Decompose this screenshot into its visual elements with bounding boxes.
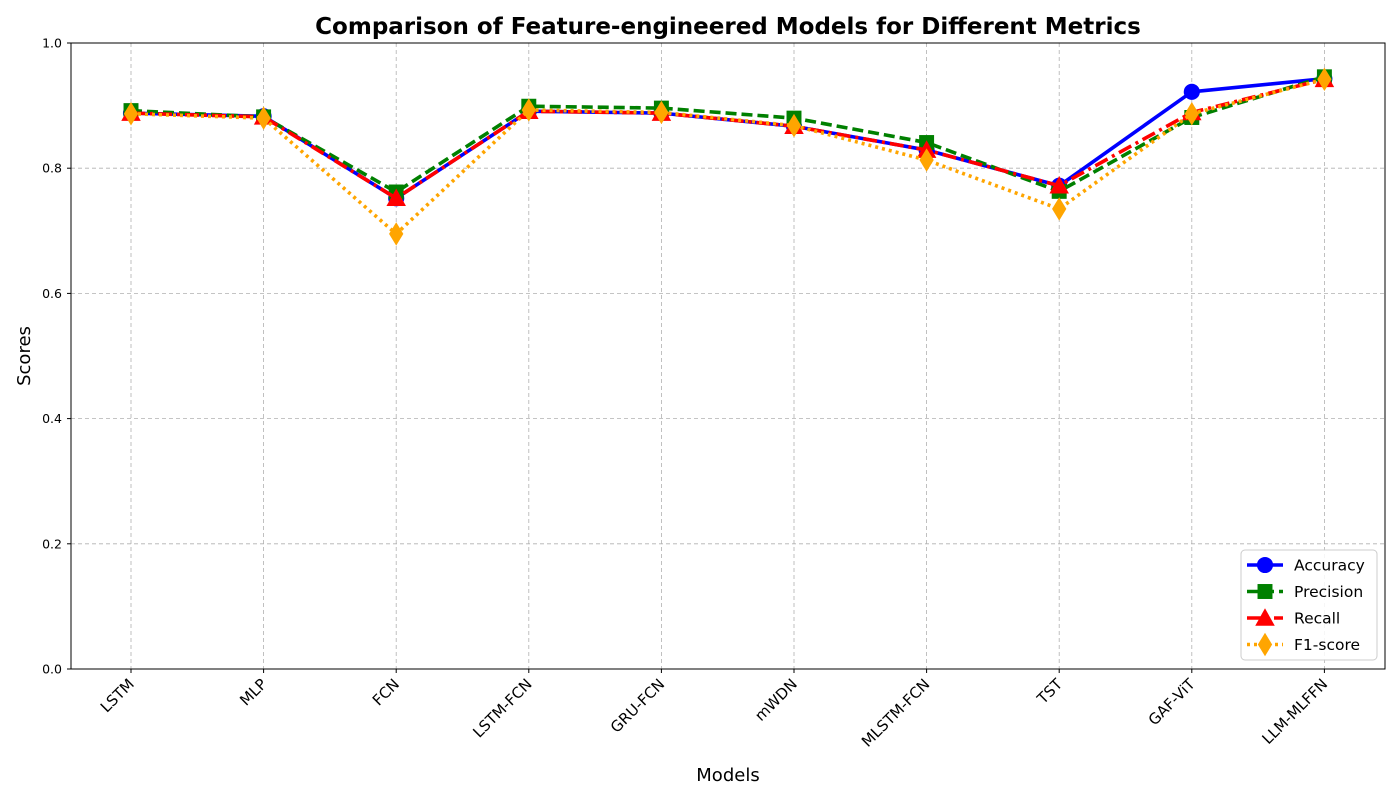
grid xyxy=(71,42,1385,670)
x-tick-label: GAF-ViT xyxy=(1145,675,1200,730)
legend-marker xyxy=(1257,632,1273,657)
y-tick-label: 0.4 xyxy=(42,411,62,426)
legend-item: Precision xyxy=(1247,583,1363,601)
series-f1-score xyxy=(123,67,1332,246)
x-tick-label: MLSTM-FCN xyxy=(858,675,933,750)
y-tick-label: 0.0 xyxy=(42,662,62,677)
data-point xyxy=(521,98,536,122)
legend-item: Recall xyxy=(1247,608,1340,628)
legend-label: F1-score xyxy=(1294,636,1360,654)
series-line xyxy=(130,75,1325,194)
data-point xyxy=(1183,83,1200,100)
data-point xyxy=(386,188,406,207)
x-tick-label: LSTM-FCN xyxy=(469,675,535,741)
data-point xyxy=(919,148,934,172)
data-point xyxy=(1052,197,1067,221)
x-tick-label: LSTM xyxy=(97,675,138,716)
x-tick-label: mWDN xyxy=(751,675,801,725)
x-axis-ticks: LSTM MLP FCN LSTM-FCN GRU-FCN mWDN MLSTM-FCN TS… xyxy=(97,669,1331,751)
series-line xyxy=(130,77,1325,201)
y-tick-label: 1.0 xyxy=(42,36,62,51)
legend-marker xyxy=(1257,584,1273,599)
data-point xyxy=(654,100,669,125)
data-point xyxy=(256,106,271,130)
y-axis-label: Scores xyxy=(14,326,35,386)
legend-marker xyxy=(1255,608,1275,626)
data-point xyxy=(1184,102,1199,126)
x-tick-label: TST xyxy=(1033,675,1067,709)
legend-marker xyxy=(1256,556,1274,574)
x-axis-label: Models xyxy=(696,765,759,786)
data-point xyxy=(1049,175,1069,194)
data-point xyxy=(123,102,139,126)
y-axis-ticks: 0.0 0.2 0.4 0.6 0.8 1.0 xyxy=(42,36,71,677)
y-tick-label: 0.8 xyxy=(42,161,62,176)
legend-box xyxy=(1240,549,1378,661)
data-point xyxy=(1317,67,1332,92)
x-tick-label: LLM-MLFFN xyxy=(1259,675,1332,748)
y-tick-label: 0.6 xyxy=(42,286,62,301)
chart-title: Comparison of Feature-engineered Models … xyxy=(315,14,1141,40)
legend-label: Precision xyxy=(1294,583,1363,601)
x-tick-label: MLP xyxy=(236,675,270,709)
data-point xyxy=(786,113,802,138)
data-point xyxy=(389,222,404,246)
series-group xyxy=(121,67,1335,246)
legend-item: Accuracy xyxy=(1247,557,1365,575)
series-line xyxy=(130,77,1325,236)
legend: Accuracy Precision Recall F1-score xyxy=(1240,549,1378,661)
x-tick-label: GRU-FCN xyxy=(607,675,668,736)
plot-area-frame xyxy=(70,42,1386,670)
legend-label: Recall xyxy=(1294,610,1340,628)
legend-item: F1-score xyxy=(1247,632,1360,657)
x-tick-label: FCN xyxy=(369,675,403,709)
y-tick-label: 0.2 xyxy=(42,536,62,551)
legend-label: Accuracy xyxy=(1294,557,1365,575)
